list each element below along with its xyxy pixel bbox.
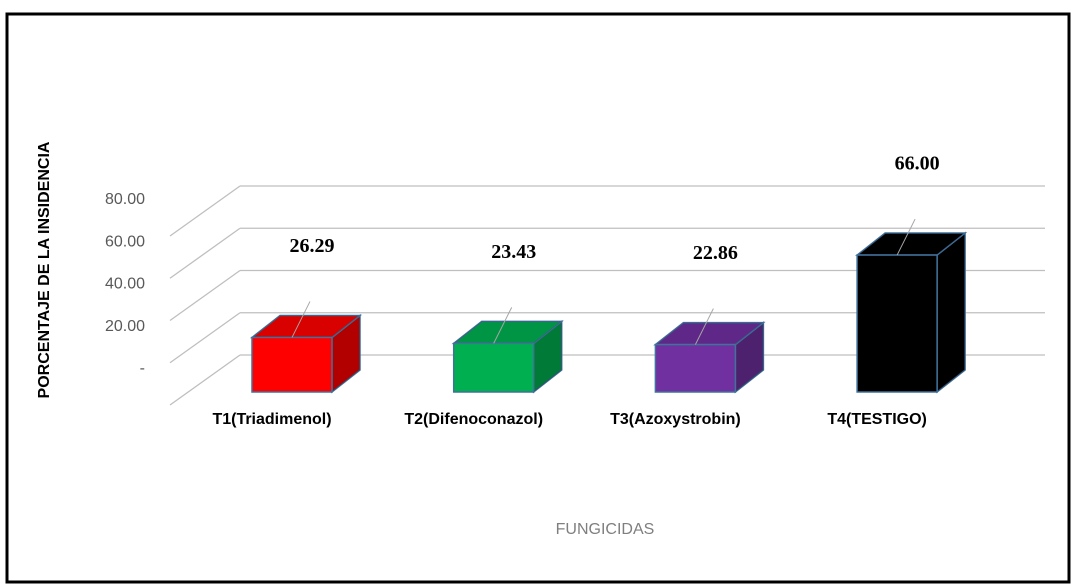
leader-line [896,218,916,256]
grid-line-depth [169,312,241,364]
grid-line-depth [169,354,241,406]
bar [452,342,535,393]
bar-side-shade [533,321,562,392]
y-tick-label: 20.00 [105,318,145,335]
y-tick-label: 60.00 [105,233,145,250]
leader-line [694,308,714,345]
x-tick-label: T2(Difenoconazol) [404,411,543,428]
bar [251,336,333,393]
x-tick-label: T3(Azoxystrobin) [610,411,741,428]
x-axis-title: FUNGICIDAS [556,521,655,538]
bar [654,343,737,393]
bar-side-shade [332,315,360,392]
x-tick-label: T1(Triadimenol) [212,411,331,428]
value-label: 26.29 [290,235,335,257]
value-label: 23.43 [491,241,536,263]
bar [856,254,938,393]
value-label: 22.86 [693,242,738,264]
y-tick-label: 40.00 [105,276,145,293]
grid-line-depth [169,185,241,237]
y-tick-label: - [140,360,145,377]
bar-top-shade [655,322,764,345]
leader-line [493,307,513,344]
bar-top-shade [252,315,360,338]
bar-top-shade [453,321,562,344]
leader-line [291,301,311,338]
grid-line-depth [169,227,241,279]
grid-line-depth [169,269,241,322]
x-tick-label: T4(TESTIGO) [827,411,927,428]
y-tick-label: 80.00 [105,191,145,208]
value-label: 66.00 [895,153,940,175]
bar-side-shade [937,233,966,392]
bar-top-shade [857,233,966,256]
y-axis-title: PORCENTAJE DE LA INSIDENCIA [36,141,53,398]
